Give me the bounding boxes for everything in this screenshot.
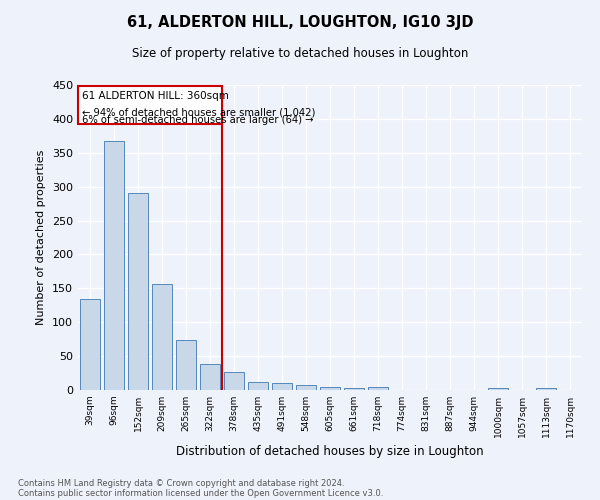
X-axis label: Distribution of detached houses by size in Loughton: Distribution of detached houses by size …: [176, 446, 484, 458]
Bar: [104, 140, 124, 390]
Text: 6% of semi-detached houses are larger (64) →: 6% of semi-detached houses are larger (6…: [82, 115, 313, 125]
Bar: [368, 388, 388, 390]
FancyBboxPatch shape: [78, 86, 222, 124]
Bar: [272, 383, 292, 390]
Text: Contains public sector information licensed under the Open Government Licence v3: Contains public sector information licen…: [18, 488, 383, 498]
Text: Size of property relative to detached houses in Loughton: Size of property relative to detached ho…: [132, 48, 468, 60]
Bar: [344, 388, 364, 390]
Bar: [176, 340, 196, 390]
Bar: [152, 284, 172, 390]
Bar: [296, 386, 316, 390]
Text: Contains HM Land Registry data © Crown copyright and database right 2024.: Contains HM Land Registry data © Crown c…: [18, 478, 344, 488]
Bar: [248, 382, 268, 390]
Bar: [128, 194, 148, 390]
Bar: [488, 388, 508, 390]
Bar: [80, 298, 100, 390]
Bar: [320, 388, 340, 390]
Text: 61, ALDERTON HILL, LOUGHTON, IG10 3JD: 61, ALDERTON HILL, LOUGHTON, IG10 3JD: [127, 15, 473, 30]
Bar: [536, 388, 556, 390]
Y-axis label: Number of detached properties: Number of detached properties: [37, 150, 46, 325]
Bar: [224, 372, 244, 390]
Text: ← 94% of detached houses are smaller (1,042): ← 94% of detached houses are smaller (1,…: [82, 108, 315, 118]
Text: 61 ALDERTON HILL: 360sqm: 61 ALDERTON HILL: 360sqm: [82, 91, 229, 101]
Bar: [200, 364, 220, 390]
